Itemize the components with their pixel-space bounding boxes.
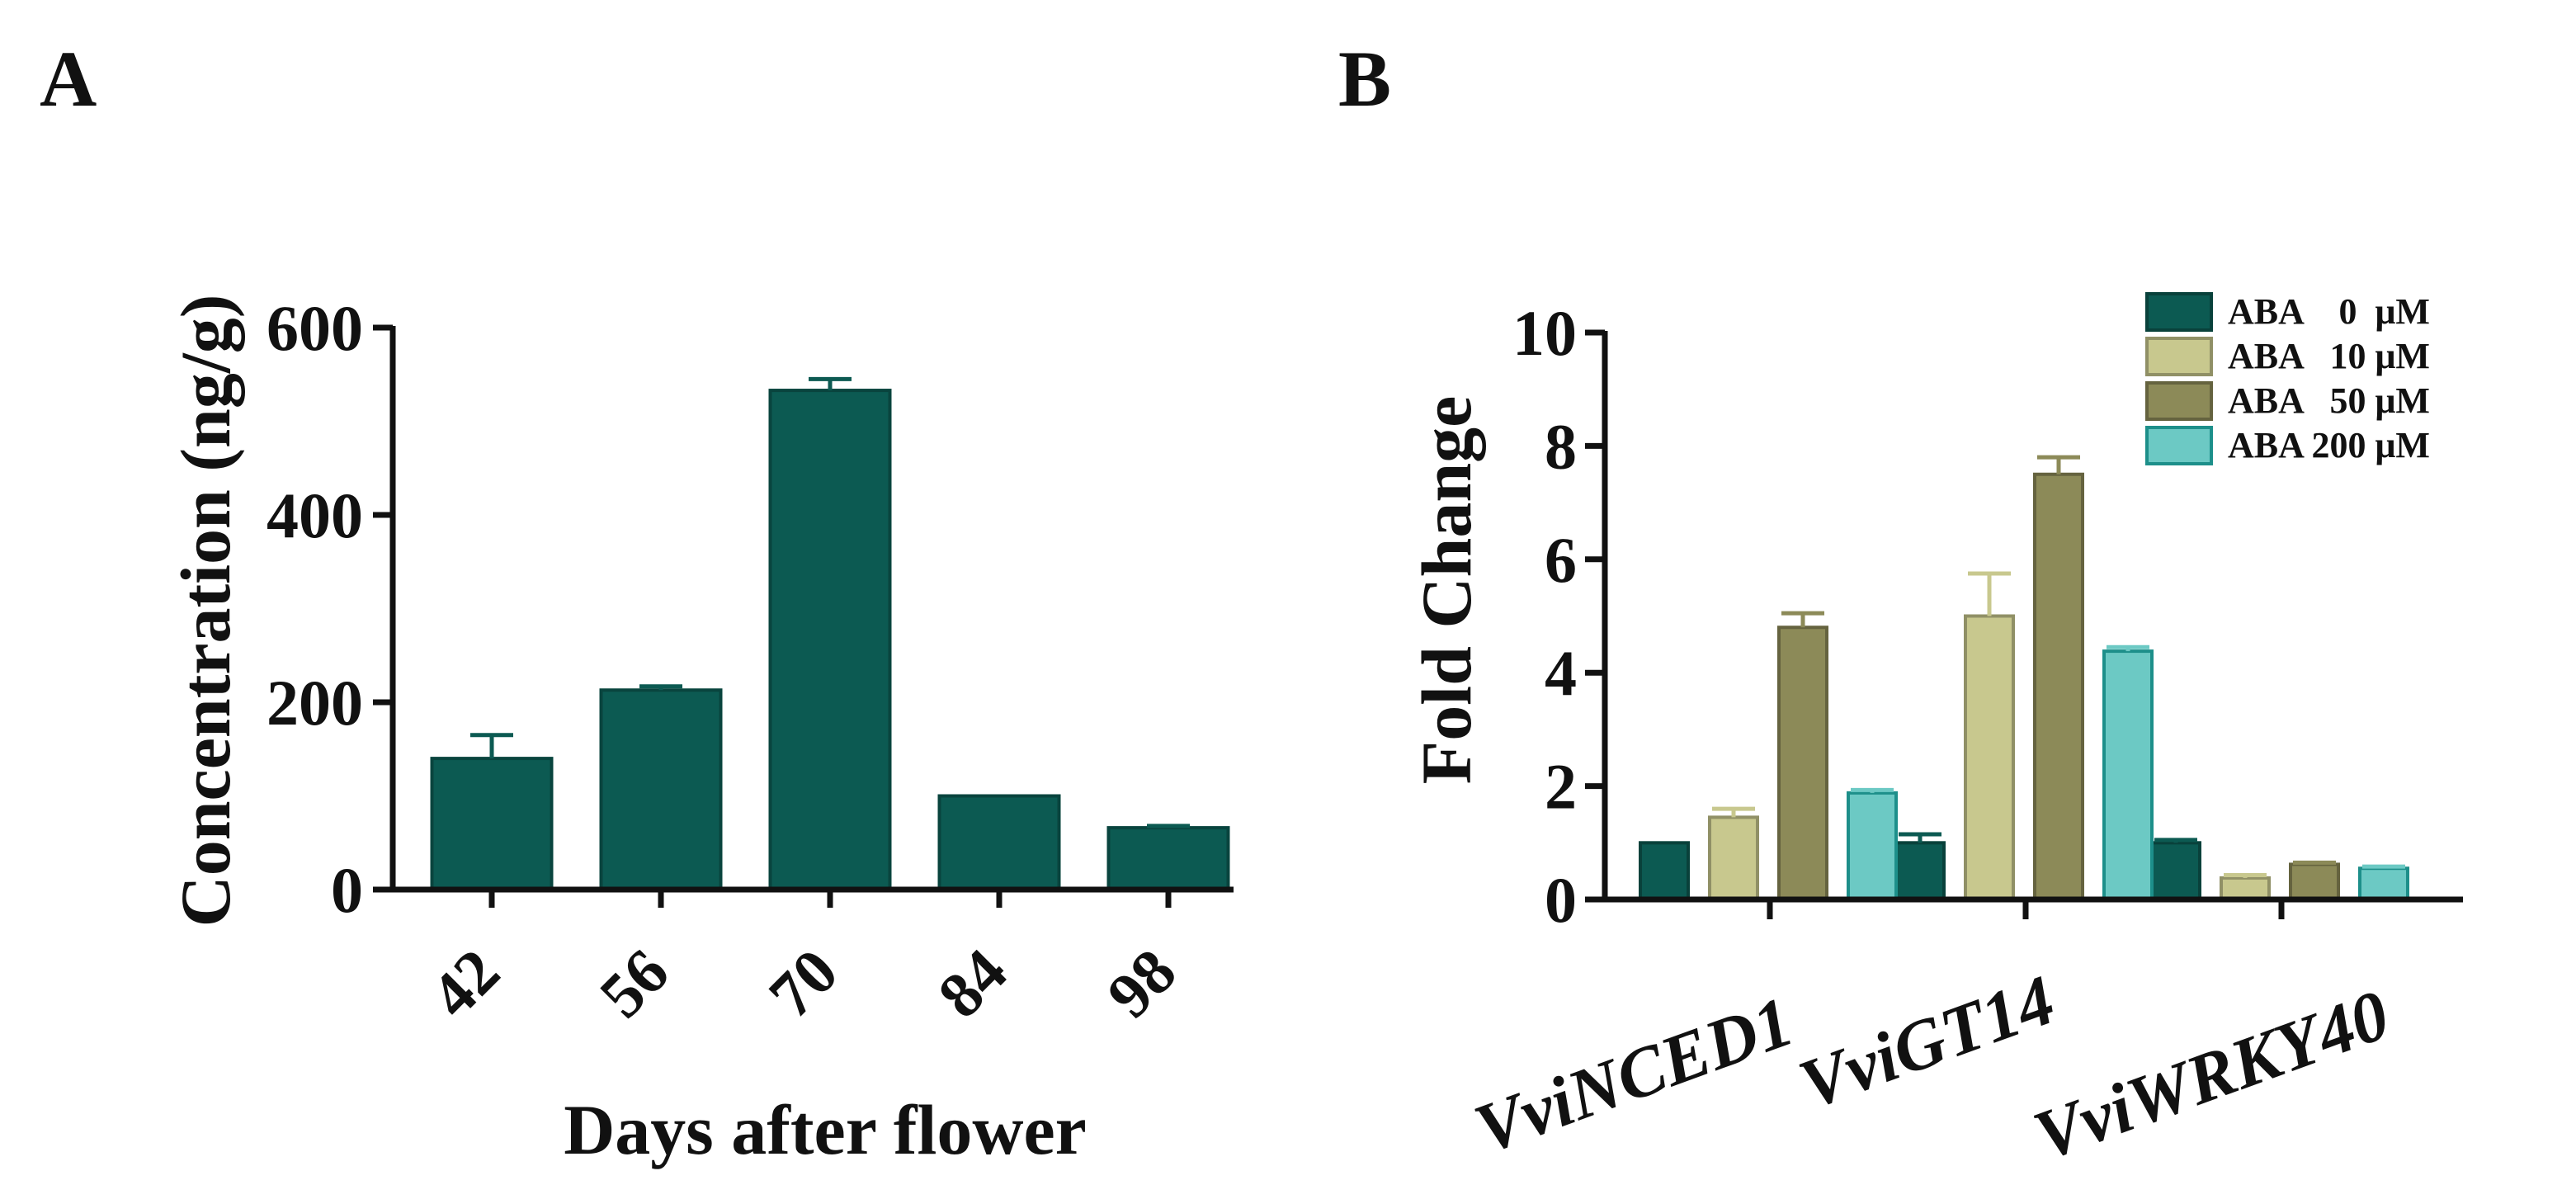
panel-a-bar-56 — [599, 688, 723, 891]
panel-b-error-bar-vvigt14-series-1 — [1968, 571, 2011, 616]
legend-label-series-2: ABA 50 μM — [2228, 380, 2430, 421]
legend-swatch-series-2 — [2145, 381, 2213, 421]
panel-a-bar-84 — [937, 794, 1061, 891]
panel-b-y-tick-label: 6 — [1545, 524, 1577, 596]
panel-b-error-bar-vvinced1-series-3 — [1851, 787, 1894, 793]
panel-a-y-tick-label: 0 — [331, 854, 363, 926]
panel-b-bar-vvigt14-series-1 — [1964, 614, 2015, 901]
panel-a-bar-98 — [1106, 826, 1230, 892]
panel-b-y-tick-label: 4 — [1545, 637, 1577, 709]
panel-b-x-tick-label-vviwrky40: VviWRKY40 — [2024, 975, 2399, 1176]
panel-a-y-tick-label: 200 — [267, 667, 363, 739]
panel-a-x-tick-label: 84 — [924, 935, 1021, 1032]
panel-b-error-bar-vviwrky40-series-1 — [2224, 872, 2267, 878]
panel-b-bar-vvinced1-series-3 — [1847, 791, 1898, 901]
panel-a-y-axis-title: Concentration (ng/g) — [166, 295, 245, 928]
panel-b-bar-vvinced1-series-2 — [1777, 626, 1828, 901]
panel-b-error-bar-vvinced1-series-1 — [1712, 806, 1755, 818]
panel-b-error-bar-vvinced1-series-2 — [1781, 611, 1824, 628]
panel-a-error-bar-70 — [809, 376, 852, 391]
panel-a-y-tick-label: 400 — [267, 479, 363, 551]
panel-b-error-bar-vvigt14-series-2 — [2037, 455, 2080, 474]
panel-b-x-tick-label-vvigt14: VviGT14 — [1789, 960, 2064, 1125]
panel-b-error-bar-vviwrky40-series-0 — [2154, 838, 2197, 843]
panel-b-bar-vvigt14-series-2 — [2033, 472, 2084, 901]
panel-a-error-bar-42 — [470, 733, 513, 759]
panel-letter-b: B — [1338, 35, 1391, 123]
panel-b-error-bar-vvigt14-series-3 — [2107, 644, 2149, 652]
panel-a-x-tick-label: 70 — [755, 935, 852, 1032]
panel-a-x-tick-label: 98 — [1093, 935, 1190, 1032]
panel-a-error-bar-56 — [639, 684, 682, 691]
panel-b-error-bar-vviwrky40-series-2 — [2293, 860, 2336, 865]
legend-swatch-series-1 — [2145, 337, 2213, 376]
legend-label-series-1: ABA 10 μM — [2228, 336, 2430, 376]
panel-a-x-tick-label: 42 — [417, 935, 513, 1032]
panel-b-y-tick-label: 0 — [1545, 864, 1577, 936]
panel-a-y-tick-label: 600 — [267, 292, 363, 364]
panel-b-y-tick-label: 2 — [1545, 751, 1577, 823]
panel-b-bar-vviwrky40-series-3 — [2358, 866, 2409, 901]
panel-b-bar-vvigt14-series-3 — [2102, 649, 2154, 901]
panel-b-y-axis-title: Fold Change — [1407, 396, 1486, 785]
panel-a-bar-70 — [768, 389, 892, 892]
panel-b-bar-vvigt14-series-0 — [1894, 841, 1946, 901]
panel-letter-a: A — [40, 35, 97, 123]
legend-label-series-0: ABA 0 μM — [2228, 291, 2430, 332]
panel-b-y-tick-label: 8 — [1545, 410, 1577, 482]
legend-swatch-series-0 — [2145, 292, 2213, 332]
panel-a-x-tick-label: 56 — [586, 935, 682, 1032]
panel-b-error-bar-vvigt14-series-0 — [1899, 832, 1941, 843]
panel-b-y-tick-label: 10 — [1512, 297, 1577, 369]
legend-swatch-series-3 — [2145, 426, 2213, 465]
panel-a-x-axis-title: Days after flower — [564, 1090, 1087, 1169]
panel-b-bar-vviwrky40-series-2 — [2289, 862, 2340, 902]
panel-b-error-bar-vviwrky40-series-3 — [2362, 864, 2405, 869]
panel-b-bar-vvinced1-series-1 — [1708, 815, 1759, 902]
panel-b-bar-vviwrky40-series-0 — [2150, 841, 2201, 901]
panel-b-bar-vvinced1-series-0 — [1639, 841, 1690, 901]
panel-b-bar-vviwrky40-series-1 — [2220, 876, 2271, 902]
panel-a-chart: A 0 200 400 600 42 56 70 84 98 Concentration (ng… — [40, 35, 1234, 1169]
panel-b-x-tick-label-vvinced1: VviNCED1 — [1465, 981, 1803, 1168]
panel-a-error-bar-98 — [1147, 824, 1190, 829]
panel-a-bar-42 — [430, 757, 554, 891]
legend-label-series-3: ABA 200 μM — [2228, 425, 2430, 465]
